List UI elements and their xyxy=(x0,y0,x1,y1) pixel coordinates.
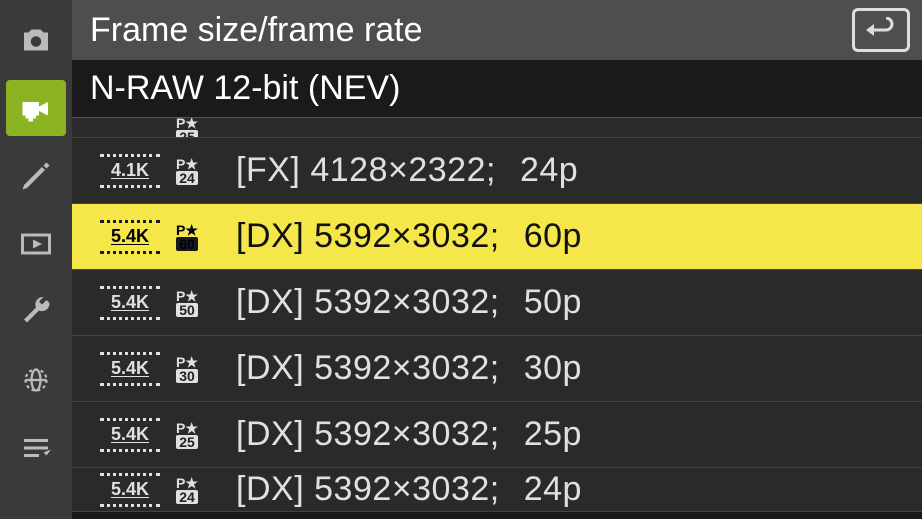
resolution-text: 5392×3032 xyxy=(314,415,500,454)
back-button[interactable] xyxy=(852,8,910,52)
framerate-text: 60p xyxy=(524,217,582,256)
framerate-text: 30p xyxy=(524,349,582,388)
fps-badge: P★25 xyxy=(170,418,204,452)
option-spec: DX 5392×3032 25p xyxy=(236,415,582,454)
sensor-format: DX xyxy=(236,470,304,509)
option-spec: DX 5392×3032 60p xyxy=(236,217,582,256)
resolution-badge: 4.1K xyxy=(100,154,160,188)
back-arrow-icon xyxy=(864,17,898,43)
camera-icon xyxy=(18,22,54,58)
resolution-text: 5392×3032 xyxy=(314,349,500,388)
resolution-text: 5392×3032 xyxy=(314,283,500,322)
fps-badge: P★24 xyxy=(170,473,204,507)
resolution-badge: 5.4K xyxy=(100,220,160,254)
resolution-badge: 5.4K xyxy=(100,473,160,507)
sidebar-item-setup[interactable] xyxy=(6,284,66,340)
option-row-partial-top[interactable]: P★25 xyxy=(72,118,922,138)
framerate-text: 24p xyxy=(524,470,582,509)
option-row[interactable]: 5.4K P★30 DX 5392×3032 30p xyxy=(72,336,922,402)
fps-badge: P★30 xyxy=(170,352,204,386)
framerate-text: 24p xyxy=(520,151,578,190)
fps-badge: P★50 xyxy=(170,286,204,320)
sidebar-item-pencil[interactable] xyxy=(6,148,66,204)
sensor-format: DX xyxy=(236,217,304,256)
option-row[interactable]: 4.1K P★24 FX 4128×2322 24p xyxy=(72,138,922,204)
sidebar-item-network[interactable] xyxy=(6,352,66,408)
option-spec: FX 4128×2322 24p xyxy=(236,151,578,190)
fps-badge: P★25 xyxy=(170,118,204,138)
sensor-format: DX xyxy=(236,283,304,322)
option-row-selected[interactable]: 5.4K P★60 DX 5392×3032 60p xyxy=(72,204,922,270)
resolution-badge xyxy=(100,118,160,138)
option-spec: DX 5392×3032 50p xyxy=(236,283,582,322)
resolution-badge: 5.4K xyxy=(100,352,160,386)
page-title: Frame size/frame rate xyxy=(90,11,423,50)
resolution-badge: 5.4K xyxy=(100,418,160,452)
framerate-text: 50p xyxy=(524,283,582,322)
resolution-text: 4128×2322 xyxy=(310,151,496,190)
resolution-text: 5392×3032 xyxy=(314,470,500,509)
playback-icon xyxy=(18,226,54,262)
header-bar: Frame size/frame rate xyxy=(72,0,922,60)
option-spec: DX 5392×3032 30p xyxy=(236,349,582,388)
wrench-icon xyxy=(18,294,54,330)
format-name: N-RAW 12-bit (NEV) xyxy=(90,69,400,108)
option-list: P★25 4.1K P★24 FX 4128×2322 24p 5.4K P★6… xyxy=(72,118,922,519)
option-row[interactable]: 5.4K P★25 DX 5392×3032 25p xyxy=(72,402,922,468)
sidebar-item-video[interactable] xyxy=(6,80,66,136)
subheader: N-RAW 12-bit (NEV) xyxy=(72,60,922,118)
pencil-icon xyxy=(18,158,54,194)
sensor-format: DX xyxy=(236,349,304,388)
globe-icon xyxy=(18,362,54,398)
framerate-text: 25p xyxy=(524,415,582,454)
video-camera-icon xyxy=(18,90,54,126)
resolution-text: 5392×3032 xyxy=(314,217,500,256)
fps-badge: P★24 xyxy=(170,154,204,188)
option-row[interactable]: 5.4K P★50 DX 5392×3032 50p xyxy=(72,270,922,336)
sidebar-item-mymenu[interactable] xyxy=(6,420,66,476)
sidebar-item-photo[interactable] xyxy=(6,12,66,68)
resolution-badge: 5.4K xyxy=(100,286,160,320)
mymenu-icon xyxy=(18,430,54,466)
option-spec: DX 5392×3032 24p xyxy=(236,470,582,509)
main-panel: Frame size/frame rate N-RAW 12-bit (NEV)… xyxy=(72,0,922,519)
sidebar-item-playback[interactable] xyxy=(6,216,66,272)
option-row[interactable]: 5.4K P★24 DX 5392×3032 24p xyxy=(72,468,922,512)
sensor-format: FX xyxy=(236,151,300,190)
fps-badge: P★60 xyxy=(170,220,204,254)
sidebar xyxy=(0,0,72,519)
sensor-format: DX xyxy=(236,415,304,454)
